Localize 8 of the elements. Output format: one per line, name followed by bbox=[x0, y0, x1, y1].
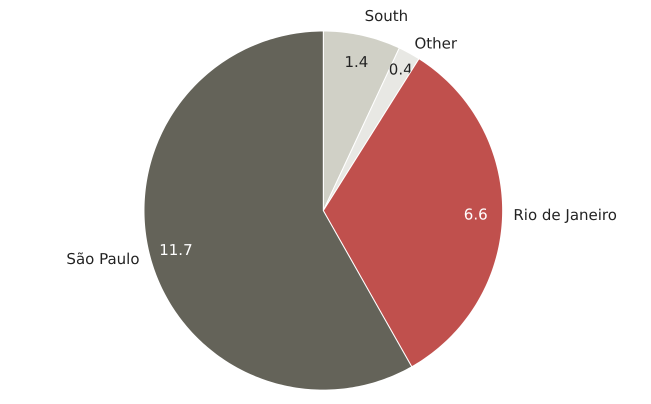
data-label: 0.4 bbox=[388, 60, 413, 78]
slice-label: Other bbox=[414, 34, 458, 53]
slice-label: Rio de Janeiro bbox=[513, 206, 617, 224]
slice-label: South bbox=[364, 6, 408, 25]
data-label: 11.7 bbox=[159, 241, 193, 260]
data-label: 6.6 bbox=[464, 206, 488, 224]
data-label: 1.4 bbox=[344, 53, 368, 72]
slice-label: São Paulo bbox=[66, 250, 140, 268]
